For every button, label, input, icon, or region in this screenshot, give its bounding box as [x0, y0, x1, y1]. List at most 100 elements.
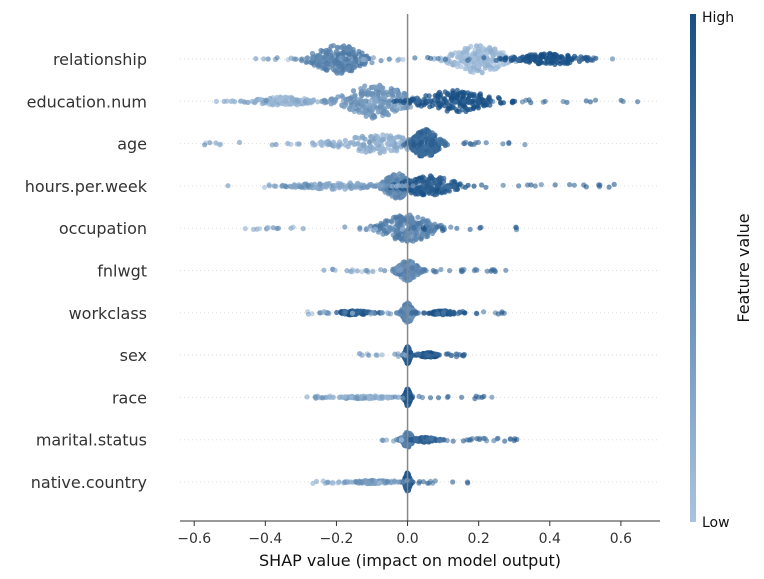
- shap-point: [435, 224, 441, 230]
- shap-point: [371, 480, 377, 486]
- shap-point: [500, 141, 506, 147]
- shap-point: [460, 438, 466, 444]
- shap-point: [506, 140, 512, 147]
- shap-point: [349, 310, 355, 316]
- shap-point: [354, 184, 360, 190]
- shap-point: [389, 226, 396, 232]
- shap-point: [450, 90, 456, 96]
- shap-point: [335, 480, 341, 486]
- shap-point: [429, 137, 435, 143]
- shap-point: [303, 59, 309, 65]
- shap-point: [567, 182, 573, 188]
- shap-point: [387, 189, 393, 196]
- shap-point: [253, 56, 259, 62]
- shap-point: [415, 98, 421, 105]
- shap-point: [398, 437, 404, 443]
- shap-point: [412, 55, 418, 61]
- shap-point: [322, 54, 328, 60]
- shap-point: [331, 186, 337, 192]
- shap-point: [468, 141, 475, 148]
- shap-point: [425, 54, 431, 61]
- shap-point: [416, 351, 422, 357]
- shap-point: [460, 184, 466, 190]
- shap-point: [440, 139, 446, 145]
- shap-point: [372, 226, 378, 232]
- shap-point: [492, 268, 498, 274]
- shap-point: [310, 480, 316, 486]
- feature-label: native.country: [31, 473, 147, 492]
- shap-point: [379, 137, 385, 143]
- shap-point: [410, 183, 416, 189]
- shap-point: [428, 436, 435, 442]
- shap-point: [379, 437, 385, 443]
- shap-point: [372, 85, 378, 91]
- shap-point: [417, 133, 423, 139]
- shap-point: [328, 96, 334, 102]
- shap-point: [435, 395, 442, 401]
- shap-point: [446, 184, 452, 190]
- shap-point: [342, 309, 348, 315]
- shap-point: [335, 67, 342, 74]
- shap-point: [557, 61, 563, 67]
- shap-point: [384, 178, 390, 184]
- shap-point: [481, 309, 487, 315]
- shap-point: [471, 268, 477, 274]
- shap-point: [340, 98, 347, 104]
- shap-point: [316, 140, 322, 146]
- shap-point: [460, 94, 467, 100]
- shap-point: [323, 47, 329, 54]
- shap-point: [456, 309, 462, 315]
- shap-point: [526, 97, 532, 103]
- shap-point: [410, 393, 416, 399]
- shap-point: [392, 394, 398, 400]
- feature-label: workclass: [69, 304, 147, 323]
- shap-point: [407, 99, 413, 105]
- shap-point: [366, 480, 372, 486]
- shap-point: [373, 105, 380, 111]
- shap-point: [542, 60, 548, 66]
- shap-point: [418, 150, 424, 156]
- shap-point: [385, 92, 391, 98]
- shap-point: [342, 137, 348, 144]
- shap-point: [441, 175, 447, 181]
- shap-point: [451, 183, 458, 189]
- shap-point: [344, 268, 350, 274]
- x-axis-title: SHAP value (impact on model output): [259, 551, 561, 570]
- shap-point: [438, 266, 444, 273]
- shap-point: [367, 144, 373, 150]
- shap-point: [341, 479, 348, 485]
- shap-point: [371, 310, 377, 316]
- shap-point: [317, 181, 323, 187]
- shap-point: [394, 148, 400, 154]
- shap-point: [274, 102, 280, 108]
- shap-point: [419, 268, 425, 274]
- shap-point: [358, 86, 364, 92]
- feature-label: fnlwgt: [97, 262, 147, 281]
- shap-point: [361, 142, 367, 148]
- shap-point: [552, 182, 558, 188]
- shap-point: [293, 56, 299, 62]
- shap-point: [472, 51, 478, 57]
- shap-point: [492, 52, 498, 58]
- shap-point: [463, 108, 469, 114]
- shap-point: [380, 132, 386, 138]
- shap-point: [392, 173, 398, 179]
- shap-point: [491, 438, 497, 444]
- feature-label: occupation: [59, 219, 147, 238]
- shap-point: [459, 394, 465, 400]
- shap-point: [359, 104, 365, 110]
- shap-point: [513, 225, 519, 231]
- shap-point: [493, 57, 499, 63]
- shap-point: [467, 69, 473, 75]
- shap-point: [396, 479, 402, 485]
- shap-point: [410, 238, 416, 244]
- shap-point: [423, 234, 429, 240]
- shap-point: [303, 55, 309, 62]
- shap-point: [399, 93, 405, 99]
- shap-point: [459, 268, 465, 274]
- shap-point: [376, 84, 382, 91]
- shap-point: [399, 226, 405, 232]
- shap-point: [419, 231, 425, 238]
- shap-point: [334, 309, 340, 316]
